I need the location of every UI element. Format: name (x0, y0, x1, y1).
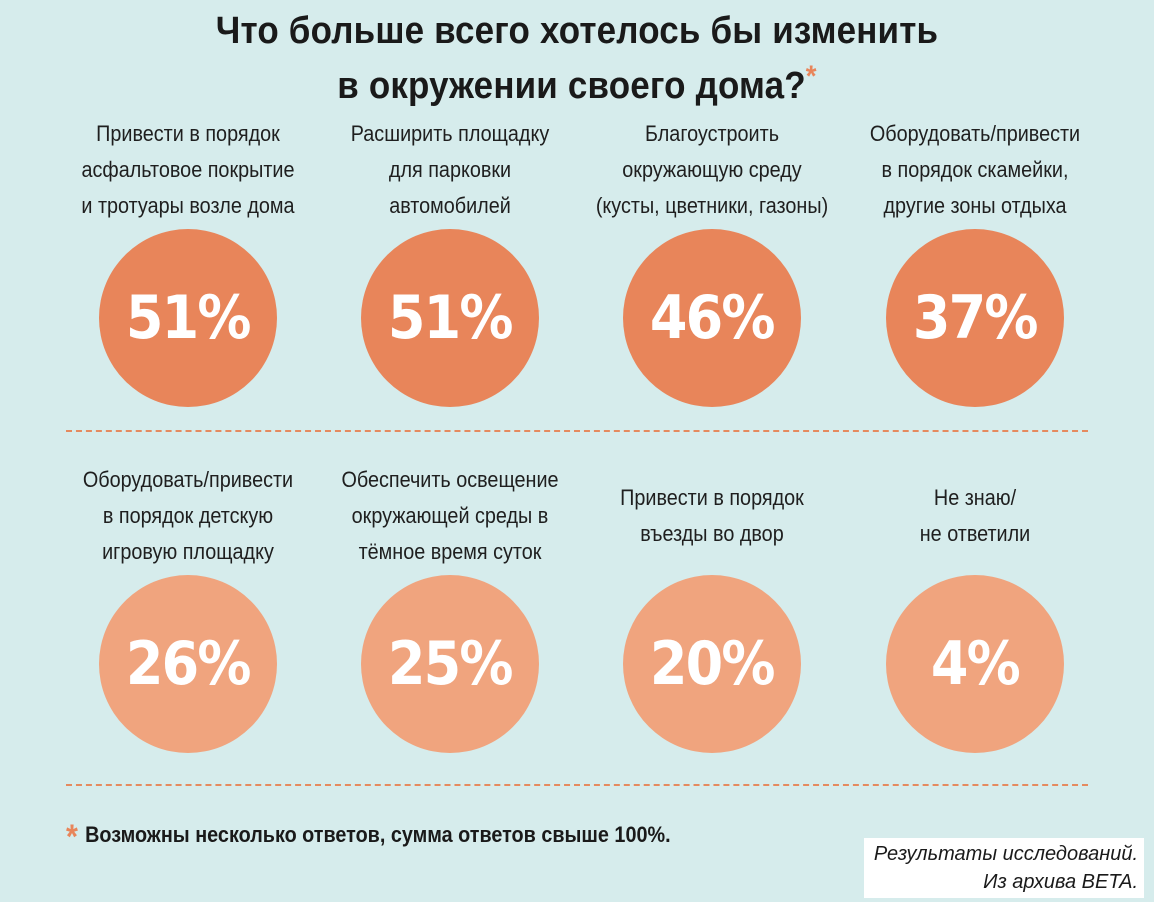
value-label: 4% (930, 629, 1021, 699)
category-label-line: Привести в порядок (96, 121, 280, 146)
value-bubble: 25% (361, 575, 539, 753)
divider-top (66, 430, 1088, 432)
chart-title: Что больше всего хотелось бы изменить в … (46, 8, 1108, 109)
category-label-line: игровую площадку (102, 539, 274, 564)
footnote-asterisk: * (66, 818, 78, 856)
value-bubble: 51% (361, 229, 539, 407)
category-label: Привести в порядок въезды во двор (591, 480, 834, 552)
category-label-line: в порядок детскую (102, 503, 274, 528)
source-line1: Результаты исследований. (873, 843, 1138, 865)
footnote: * Возможны несколько ответов, сумма ответ… (66, 818, 671, 857)
category-label: Обеспечить освещение окружающей среды в тё… (329, 462, 572, 570)
category-label-line: окружающей среды в (351, 503, 549, 528)
category-label-line: (кусты, цветники, газоны) (595, 193, 829, 218)
category-label-line: Оборудовать/привести (869, 121, 1081, 146)
category-label-line: Оборудовать/привести (82, 467, 294, 492)
category-label: Привести в порядок асфальтовое покрытие и … (67, 116, 310, 224)
value-label: 37% (913, 283, 1039, 353)
value-label: 51% (388, 283, 514, 353)
value-bubble: 4% (886, 575, 1064, 753)
value-bubble: 26% (99, 575, 277, 753)
value-bubble: 46% (623, 229, 801, 407)
category-label: Благоустроить окружающую среду (кусты, цве… (591, 116, 834, 224)
category-label-line: и тротуары возле дома (81, 193, 295, 218)
category-label-line: тёмное время суток (358, 539, 542, 564)
category-label-line: Не знаю/ (933, 485, 1017, 510)
category-label-line: для парковки (388, 157, 512, 182)
category-label: Расширить площадку для парковки автомобиле… (329, 116, 572, 224)
value-label: 20% (650, 629, 776, 699)
source-credit: Результаты исследований. Из архива BETA. (863, 838, 1144, 898)
chart-title-line2: в окружении своего дома? (337, 65, 806, 107)
category-label-line: окружающую среду (622, 157, 802, 182)
category-label: Не знаю/не ответили (854, 480, 1097, 552)
chart-title-line2-wrap: в окружении своего дома?* (46, 54, 1108, 109)
category-label-line: не ответили (919, 521, 1031, 546)
category-label-line: Привести в порядок (620, 485, 804, 510)
title-asterisk: * (805, 60, 817, 93)
value-bubble: 20% (623, 575, 801, 753)
source-line2: Из архива BETA. (983, 871, 1138, 893)
category-label: Оборудовать/привести в порядок скамейки, д… (854, 116, 1097, 224)
value-label: 51% (126, 283, 252, 353)
category-label-line: Расширить площадку (350, 121, 550, 146)
footnote-text: Возможны несколько ответов, сумма ответо… (85, 822, 671, 847)
value-label: 26% (126, 629, 252, 699)
category-label-line: асфальтовое покрытие (81, 157, 295, 182)
category-label-line: въезды во двор (640, 521, 784, 546)
chart-title-line1: Что больше всего хотелось бы изменить (215, 10, 939, 52)
category-label-line: в порядок скамейки, (881, 157, 1069, 182)
value-bubble: 51% (99, 229, 277, 407)
value-bubble: 37% (886, 229, 1064, 407)
divider-bottom (66, 784, 1088, 786)
value-label: 46% (650, 283, 776, 353)
category-label-line: Обеспечить освещение (341, 467, 559, 492)
category-label: Оборудовать/привести в порядок детскую игр… (67, 462, 310, 570)
category-label-line: другие зоны отдыха (883, 193, 1067, 218)
category-label-line: автомобилей (389, 193, 511, 218)
category-label-line: Благоустроить (644, 121, 780, 146)
value-label: 25% (388, 629, 514, 699)
